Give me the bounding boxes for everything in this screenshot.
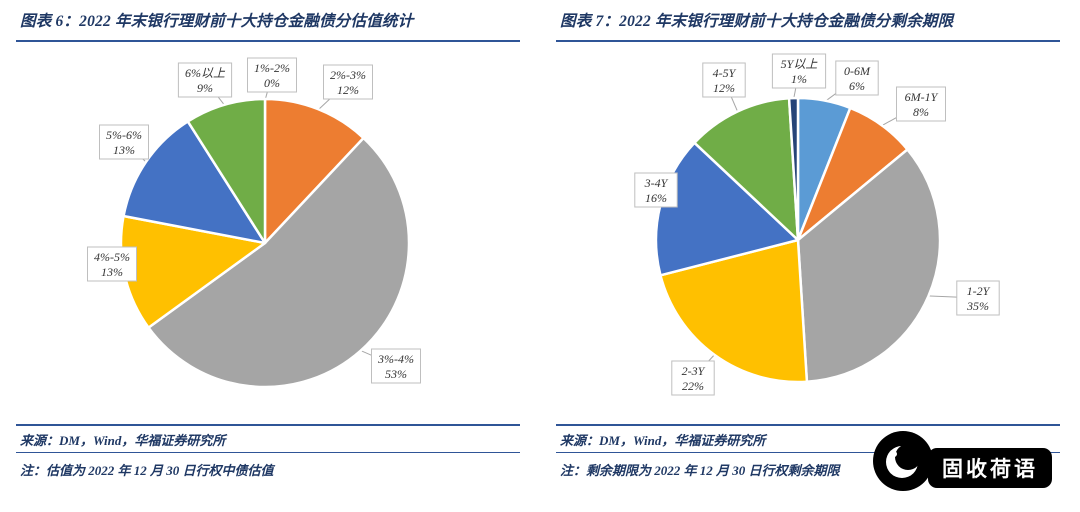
pie-slice-2%-3% bbox=[263, 97, 365, 245]
slice-callout-box bbox=[634, 172, 678, 208]
slice-callout-value: 13% bbox=[101, 265, 123, 279]
slice-callout-value: 12% bbox=[713, 81, 735, 95]
chart-bottom-divider bbox=[556, 424, 1060, 426]
slice-callout-value: 35% bbox=[966, 299, 989, 313]
slice-callout-box bbox=[671, 360, 715, 396]
slice-callout-label: 3-4Y bbox=[644, 176, 669, 190]
source-line: 来源：DM，Wind，华福证券研究所 bbox=[560, 433, 766, 448]
title-divider bbox=[16, 40, 520, 42]
note-line: 注：剩余期限为 2022 年 12 月 30 日行权剩余期限 bbox=[560, 463, 840, 478]
slice-callout-label: 2-3Y bbox=[682, 364, 706, 378]
source-divider bbox=[556, 452, 1060, 453]
slice-callout-label: 1-2Y bbox=[967, 284, 991, 298]
chart-bottom-divider bbox=[16, 424, 520, 426]
figure-6-panel: 图表 6：2022 年末银行理财前十大持仓金融债分估值统计 1%-2% 0% 2%-… bbox=[16, 13, 520, 478]
figure-7-panel: 图表 7：2022 年末银行理财前十大持仓金融债分剩余期限 0-6M 6% 6M-1… bbox=[540, 0, 1080, 512]
slice-callout-box bbox=[247, 57, 297, 93]
slice-callout-value: 22% bbox=[682, 379, 704, 393]
pie-slice-2-3Y bbox=[659, 238, 809, 384]
slice-callout-value: 16% bbox=[645, 191, 667, 205]
title-divider bbox=[556, 40, 1060, 42]
pie-slice-4-5Y bbox=[693, 97, 800, 242]
pie-slice-1-2Y bbox=[796, 148, 942, 383]
pie-slice-5Y以上 bbox=[787, 96, 800, 242]
slice-callout-value: 53% bbox=[385, 367, 407, 381]
slice-callout-box bbox=[702, 62, 746, 98]
slice-callout-label: 6%以上 bbox=[185, 66, 226, 80]
slice-callout-label: 2%-3% bbox=[330, 68, 366, 82]
source-divider bbox=[16, 452, 520, 453]
slice-callout-box bbox=[896, 86, 946, 122]
slice-callout-box bbox=[87, 246, 137, 282]
pie-slice-6%以上 bbox=[186, 97, 267, 245]
source-line: 来源：DM，Wind，华福证券研究所 bbox=[20, 433, 226, 448]
slice-callout-box bbox=[99, 124, 149, 160]
slice-callout-label: 4%-5% bbox=[94, 250, 130, 264]
slice-callout-value: 13% bbox=[113, 143, 135, 157]
slice-callout-label: 0-6M bbox=[844, 64, 871, 78]
figure-6-title: 图表 6：2022 年末银行理财前十大持仓金融债分估值统计 bbox=[20, 13, 414, 30]
figure-7-title: 图表 7：2022 年末银行理财前十大持仓金融债分剩余期限 bbox=[560, 13, 954, 30]
slice-callout-label: 4-5Y bbox=[713, 66, 737, 80]
slice-callout-value: 1% bbox=[791, 72, 807, 86]
slice-callout-box bbox=[956, 280, 1000, 316]
brand-watermark: 固收荷语 bbox=[872, 424, 1076, 508]
slice-callout-box bbox=[771, 53, 827, 89]
figure-6-pie-chart: 1%-2%0%2%-3%12%3%-4%53%4%-5%13%5%-6%13%6… bbox=[87, 57, 421, 389]
slice-callout-value: 8% bbox=[913, 105, 929, 119]
note-line: 注：估值为 2022 年 12 月 30 日行权中债估值 bbox=[20, 463, 274, 478]
slice-callout-label: 1%-2% bbox=[254, 61, 290, 75]
slice-callout-value: 9% bbox=[197, 81, 213, 95]
brand-name: 固收荷语 bbox=[928, 448, 1052, 488]
pie-slice-5%-6% bbox=[122, 120, 267, 245]
slice-callout-label: 5%-6% bbox=[106, 128, 142, 142]
brand-logo-icon bbox=[873, 431, 933, 491]
slice-callout-value: 6% bbox=[849, 79, 865, 93]
slice-callout-label: 3%-4% bbox=[377, 352, 414, 366]
slice-callout-box bbox=[177, 62, 233, 98]
slice-callout-box bbox=[835, 60, 879, 96]
pie-slice-3%-4% bbox=[147, 136, 411, 389]
slice-callout-value: 12% bbox=[337, 83, 359, 97]
slice-callout-box bbox=[371, 348, 421, 384]
slice-callout-value: 0% bbox=[264, 76, 280, 90]
slice-callout-label: 6M-1Y bbox=[905, 90, 939, 104]
slice-callout-box bbox=[323, 64, 373, 100]
slice-callout-label: 5Y以上 bbox=[781, 57, 819, 71]
